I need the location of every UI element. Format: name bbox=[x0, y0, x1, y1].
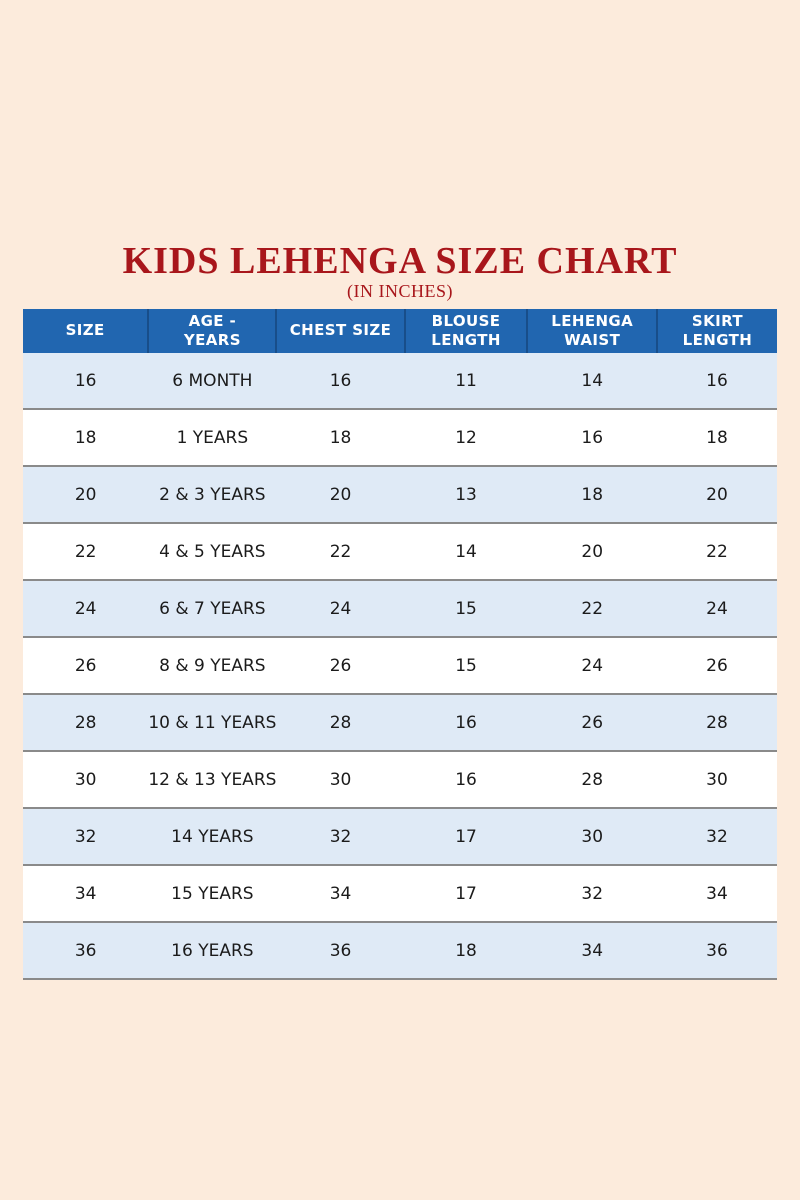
table-cell: 32 bbox=[527, 865, 657, 923]
table-cell: 20 bbox=[276, 466, 405, 524]
table-row: 20 2 & 3 YEARS 20 13 18 20 bbox=[23, 466, 777, 524]
column-header: BLOUSE LENGTH bbox=[403, 309, 528, 353]
table-cell: 34 bbox=[527, 922, 657, 980]
table-row: 32 14 YEARS 32 17 30 32 bbox=[23, 808, 777, 866]
table-row: 26 8 & 9 YEARS 26 15 24 26 bbox=[23, 637, 777, 695]
table-cell: 12 & 13 YEARS bbox=[148, 751, 277, 809]
column-header: LEHENGA WAIST bbox=[526, 309, 657, 353]
table-cell: 8 & 9 YEARS bbox=[148, 637, 277, 695]
table-cell: 14 bbox=[404, 523, 528, 581]
table-cell: 15 bbox=[404, 637, 528, 695]
table-cell: 1 YEARS bbox=[148, 409, 277, 467]
table-cell: 22 bbox=[656, 523, 777, 581]
table-cell: 6 MONTH bbox=[148, 353, 277, 410]
table-cell: 16 YEARS bbox=[148, 922, 277, 980]
table-cell: 30 bbox=[527, 808, 657, 866]
table-cell: 6 & 7 YEARS bbox=[148, 580, 277, 638]
table-cell: 22 bbox=[527, 580, 657, 638]
page-title: KIDS LEHENGA SIZE CHART bbox=[122, 240, 678, 282]
table-cell: 32 bbox=[276, 808, 405, 866]
table-cell: 15 YEARS bbox=[148, 865, 277, 923]
table-cell: 32 bbox=[656, 808, 777, 866]
table-cell: 20 bbox=[23, 466, 149, 524]
table-cell: 24 bbox=[656, 580, 777, 638]
table-row: 18 1 YEARS 18 12 16 18 bbox=[23, 409, 777, 467]
table-cell: 34 bbox=[23, 865, 149, 923]
table-cell: 11 bbox=[404, 353, 528, 410]
column-header: SKIRT LENGTH bbox=[655, 309, 777, 353]
column-header: CHEST SIZE bbox=[275, 309, 405, 353]
table-cell: 16 bbox=[23, 353, 149, 410]
table-cell: 36 bbox=[276, 922, 405, 980]
table-cell: 17 bbox=[404, 808, 528, 866]
table-cell: 12 bbox=[404, 409, 528, 467]
table-cell: 16 bbox=[527, 409, 657, 467]
table-row: 24 6 & 7 YEARS 24 15 22 24 bbox=[23, 580, 777, 638]
table-cell: 30 bbox=[23, 751, 149, 809]
table-cell: 17 bbox=[404, 865, 528, 923]
table-cell: 18 bbox=[527, 466, 657, 524]
table-cell: 32 bbox=[23, 808, 149, 866]
table-cell: 24 bbox=[276, 580, 405, 638]
table-row: 22 4 & 5 YEARS 22 14 20 22 bbox=[23, 523, 777, 581]
column-header: AGE - YEARS bbox=[147, 309, 277, 353]
table-row: 16 6 MONTH 16 11 14 16 bbox=[23, 353, 777, 410]
table-cell: 10 & 11 YEARS bbox=[148, 694, 277, 752]
page-subtitle: (IN INCHES) bbox=[347, 281, 453, 301]
table-cell: 28 bbox=[527, 751, 657, 809]
table-cell: 18 bbox=[23, 409, 149, 467]
table-cell: 36 bbox=[23, 922, 149, 980]
header-row: SIZE AGE - YEARS CHEST SIZE BLOUSE LENGTH LE… bbox=[23, 309, 777, 353]
table-cell: 2 & 3 YEARS bbox=[148, 466, 277, 524]
table-cell: 34 bbox=[656, 865, 777, 923]
table-cell: 13 bbox=[404, 466, 528, 524]
table-cell: 36 bbox=[656, 922, 777, 980]
table-cell: 16 bbox=[276, 353, 405, 410]
table-cell: 30 bbox=[656, 751, 777, 809]
table-cell: 28 bbox=[23, 694, 149, 752]
table-body: 16 6 MONTH 16 11 14 16 18 1 YEARS 18 12 16 18 20 2 & … bbox=[23, 353, 777, 980]
table-cell: 24 bbox=[527, 637, 657, 695]
table-cell: 22 bbox=[276, 523, 405, 581]
table-row: 28 10 & 11 YEARS 28 16 26 28 bbox=[23, 694, 777, 752]
table-cell: 18 bbox=[404, 922, 528, 980]
table-cell: 26 bbox=[527, 694, 657, 752]
table-cell: 16 bbox=[656, 353, 777, 410]
table-cell: 28 bbox=[276, 694, 405, 752]
table-cell: 14 bbox=[527, 353, 657, 410]
table-cell: 15 bbox=[404, 580, 528, 638]
table-cell: 22 bbox=[23, 523, 149, 581]
table-cell: 20 bbox=[656, 466, 777, 524]
table-cell: 18 bbox=[656, 409, 777, 467]
table-cell: 26 bbox=[276, 637, 405, 695]
table-cell: 4 & 5 YEARS bbox=[148, 523, 277, 581]
size-chart-table: SIZE AGE - YEARS CHEST SIZE BLOUSE LENGTH LE… bbox=[23, 309, 777, 980]
table-cell: 26 bbox=[23, 637, 149, 695]
table-cell: 14 YEARS bbox=[148, 808, 277, 866]
table-cell: 18 bbox=[276, 409, 405, 467]
table-row: 30 12 & 13 YEARS 30 16 28 30 bbox=[23, 751, 777, 809]
table-cell: 26 bbox=[656, 637, 777, 695]
table-row: 36 16 YEARS 36 18 34 36 bbox=[23, 922, 777, 980]
table-cell: 16 bbox=[404, 694, 528, 752]
table-cell: 16 bbox=[404, 751, 528, 809]
table-cell: 24 bbox=[23, 580, 149, 638]
table-cell: 20 bbox=[527, 523, 657, 581]
table-cell: 34 bbox=[276, 865, 405, 923]
table-cell: 30 bbox=[276, 751, 405, 809]
table-cell: 28 bbox=[656, 694, 777, 752]
table-row: 34 15 YEARS 34 17 32 34 bbox=[23, 865, 777, 923]
column-header: SIZE bbox=[23, 309, 149, 353]
